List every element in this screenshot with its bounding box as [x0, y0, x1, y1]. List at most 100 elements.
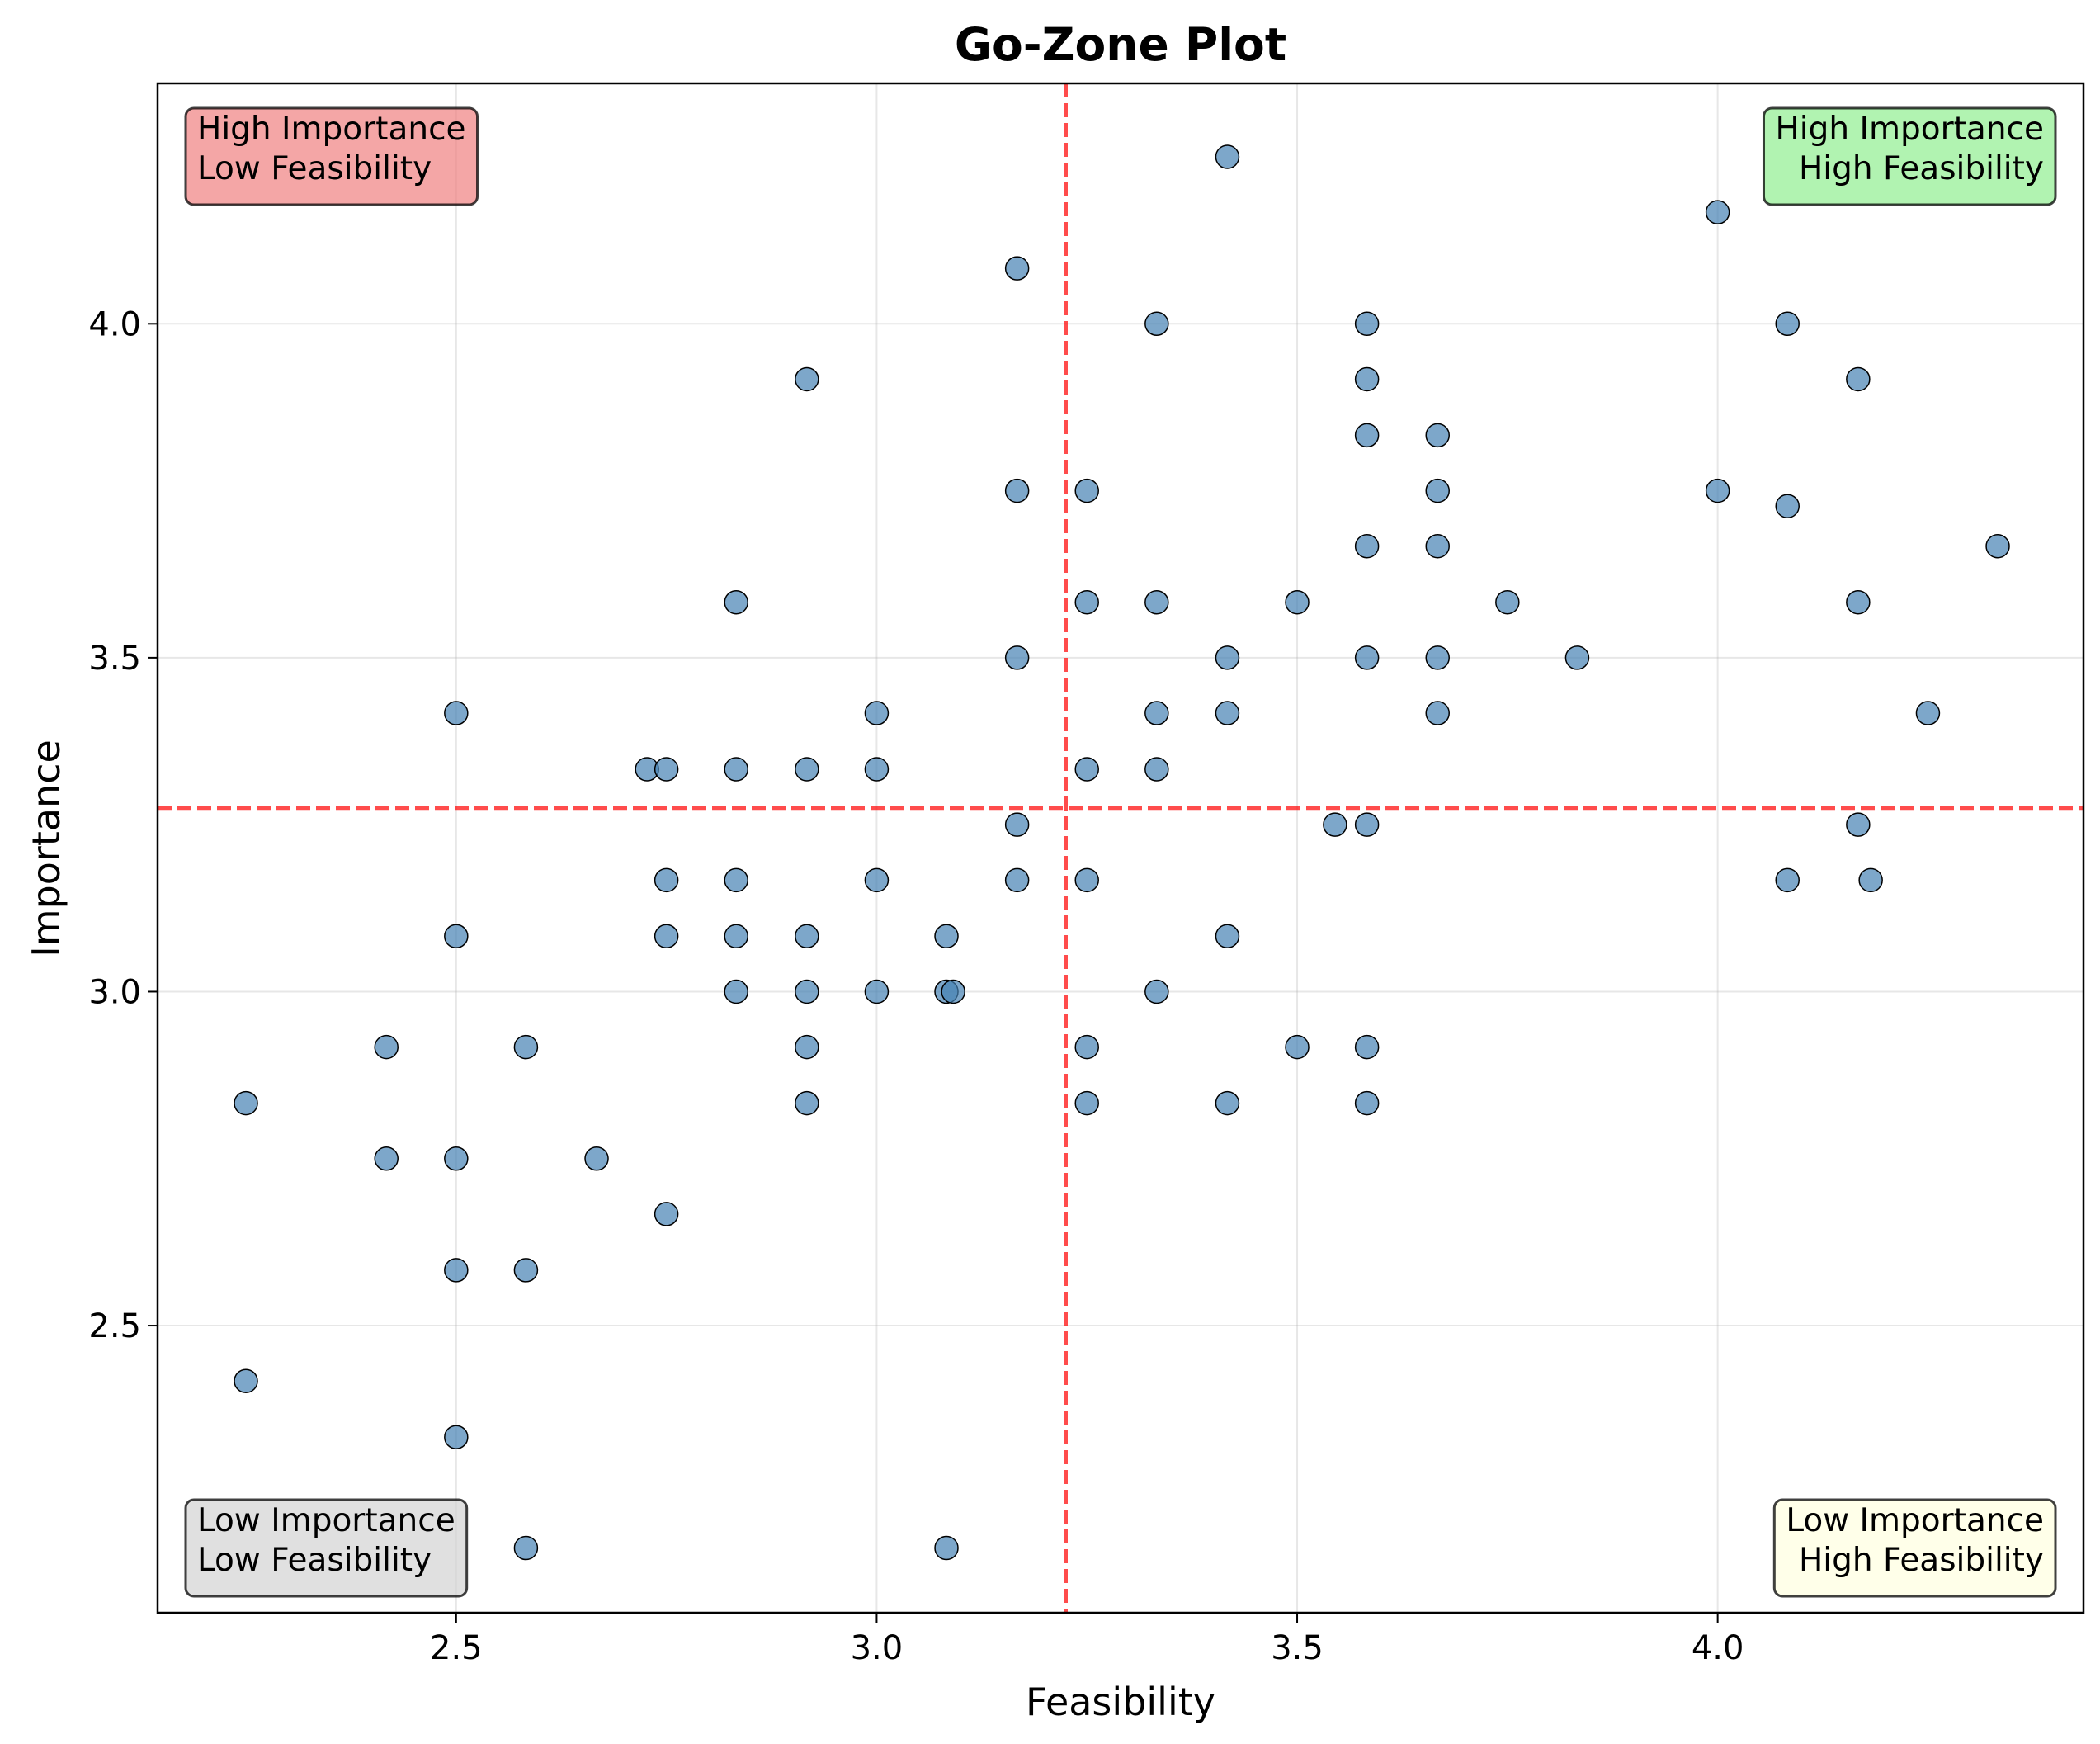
data-point: [444, 1425, 469, 1449]
data-point: [1425, 701, 1450, 725]
y-tick-label: 2.5: [88, 1307, 141, 1345]
data-point: [864, 701, 890, 725]
data-point: [444, 1258, 469, 1283]
data-point: [1144, 589, 1169, 615]
quadrant-label-line: High Feasibility: [1799, 1542, 2044, 1579]
data-point: [513, 1034, 539, 1060]
data-point: [1354, 423, 1380, 448]
data-point: [1215, 144, 1240, 169]
data-point: [1915, 701, 1941, 725]
data-point: [1425, 478, 1450, 503]
data-point: [1354, 645, 1380, 670]
data-point: [1074, 589, 1099, 615]
data-point: [513, 1258, 539, 1283]
data-point: [234, 1090, 258, 1116]
data-point: [374, 1146, 399, 1171]
quadrant-label-box: [1762, 106, 2057, 206]
data-point: [1775, 867, 1800, 893]
data-point: [1846, 812, 1871, 837]
data-point: [1705, 478, 1730, 503]
data-point: [1074, 867, 1099, 893]
data-point: [1144, 757, 1169, 782]
data-point: [1775, 494, 1800, 518]
data-point: [1858, 867, 1883, 893]
data-point: [1074, 757, 1099, 782]
data-point: [795, 1034, 819, 1060]
quadrant-label-box: [184, 1498, 469, 1598]
data-point: [795, 1090, 819, 1116]
quadrant-label-line: Low Importance: [197, 1502, 455, 1539]
data-point: [934, 924, 959, 949]
data-point: [1004, 478, 1030, 503]
data-point: [1354, 534, 1380, 559]
data-point: [1425, 534, 1450, 559]
data-point: [864, 867, 890, 893]
data-point: [724, 589, 748, 615]
y-tick-label: 3.5: [88, 640, 141, 678]
quadrant-label-line: High Importance: [1775, 111, 2044, 148]
data-point: [1323, 812, 1347, 837]
data-point: [444, 924, 469, 949]
data-point: [374, 1034, 399, 1060]
data-point: [864, 979, 890, 1004]
chart-title: Go-Zone Plot: [955, 18, 1286, 71]
y-axis-label: Importance: [24, 740, 68, 957]
data-point: [1215, 924, 1240, 949]
data-point: [234, 1368, 258, 1393]
data-point: [1564, 645, 1590, 670]
data-point: [1705, 200, 1730, 224]
y-tick-label: 3.0: [88, 973, 141, 1011]
grid: [158, 83, 2083, 1613]
data-point: [724, 979, 748, 1004]
data-point: [444, 1146, 469, 1171]
data-point: [1004, 812, 1030, 837]
quadrant-label-box: [1772, 1498, 2057, 1598]
data-point: [724, 867, 748, 893]
data-point: [654, 1202, 679, 1226]
plot-frame: [156, 82, 2085, 1614]
data-point: [1495, 589, 1520, 615]
quadrant-label-line: Low Feasibility: [197, 150, 432, 187]
data-point: [584, 1146, 609, 1171]
quadrant-label-box: [184, 106, 479, 206]
data-point: [1354, 366, 1380, 392]
quadrant-label-line: High Importance: [197, 111, 466, 148]
data-point: [1354, 1090, 1380, 1116]
data-point: [654, 924, 679, 949]
data-point: [1846, 366, 1871, 392]
quadrant-label-line: High Feasibility: [1799, 150, 2044, 187]
y-tick-label: 4.0: [88, 305, 141, 343]
data-point: [1144, 701, 1169, 725]
data-point: [1215, 701, 1240, 725]
x-tick-label: 3.0: [851, 1629, 904, 1667]
data-point: [1144, 311, 1169, 337]
data-point: [1144, 979, 1169, 1004]
data-point: [1004, 256, 1030, 281]
x-axis-ticks: 2.5 3.0 3.5 4.0: [430, 1613, 1744, 1667]
data-point: [1004, 645, 1030, 670]
quadrant-label-line: Low Importance: [1786, 1502, 2044, 1539]
x-tick-label: 4.0: [1692, 1629, 1744, 1667]
data-point: [1285, 589, 1310, 615]
x-axis-label: Feasibility: [1026, 1680, 1215, 1724]
data-point: [1004, 867, 1030, 893]
data-point: [1354, 311, 1380, 337]
data-point: [444, 701, 469, 725]
data-point: [795, 924, 819, 949]
data-point: [724, 924, 748, 949]
data-point: [1846, 589, 1871, 615]
data-point: [1775, 311, 1800, 337]
data-point: [1285, 1034, 1310, 1060]
x-tick-label: 2.5: [430, 1629, 483, 1667]
data-point: [864, 757, 890, 782]
data-point: [1215, 1090, 1240, 1116]
data-point: [1074, 1090, 1099, 1116]
data-point: [1354, 1034, 1380, 1060]
data-point: [1215, 645, 1240, 670]
